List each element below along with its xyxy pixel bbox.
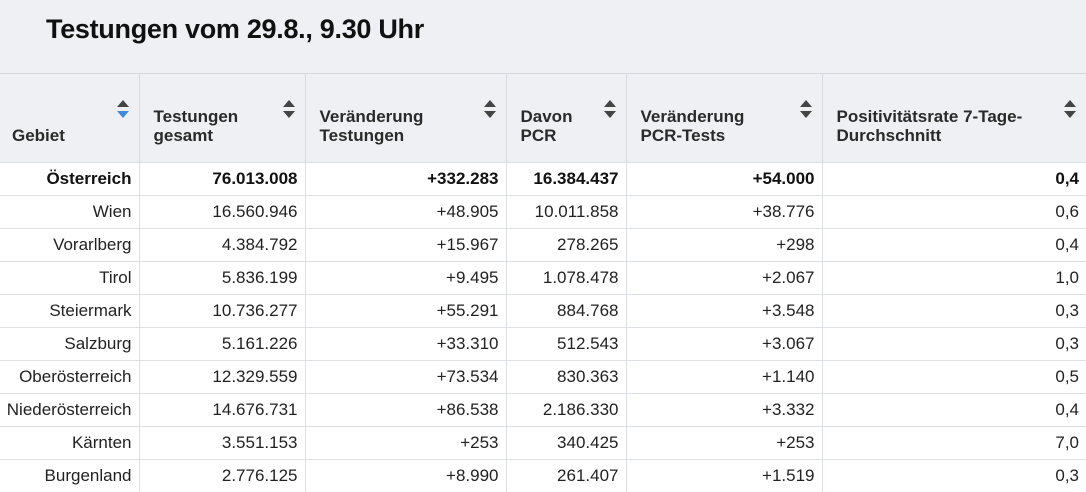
cell-davon-pcr: 340.425 [506, 427, 626, 460]
cell-veraenderung-testungen: +73.534 [305, 361, 506, 394]
sort-icon[interactable] [283, 100, 295, 118]
cell-testungen-gesamt: 2.776.125 [139, 460, 305, 492]
cell-testungen-gesamt: 5.161.226 [139, 328, 305, 361]
column-header-positivitaetsrate[interactable]: Positivitätsrate 7-Tage-Durchschnitt [822, 74, 1086, 163]
cell-veraenderung-testungen: +15.967 [305, 229, 506, 262]
cell-positivitaetsrate: 0,6 [822, 196, 1086, 229]
cell-davon-pcr: 261.407 [506, 460, 626, 492]
cell-veraenderung-testungen: +332.283 [305, 163, 506, 196]
cell-veraenderung-testungen: +253 [305, 427, 506, 460]
cell-davon-pcr: 884.768 [506, 295, 626, 328]
page-title: Testungen vom 29.8., 9.30 Uhr [46, 14, 424, 45]
cell-gebiet: Niederösterreich [0, 394, 139, 427]
cell-veraenderung-pcr: +38.776 [626, 196, 822, 229]
sort-icon[interactable] [604, 100, 616, 118]
column-header-label: Gebiet [12, 126, 65, 145]
cell-testungen-gesamt: 4.384.792 [139, 229, 305, 262]
cell-veraenderung-pcr: +298 [626, 229, 822, 262]
cell-veraenderung-testungen: +33.310 [305, 328, 506, 361]
cell-veraenderung-testungen: +55.291 [305, 295, 506, 328]
data-table: Gebiet Testungen gesamt Veränderung Test… [0, 73, 1086, 492]
cell-positivitaetsrate: 0,4 [822, 394, 1086, 427]
cell-veraenderung-testungen: +48.905 [305, 196, 506, 229]
column-header-label: Davon PCR [521, 107, 573, 145]
cell-veraenderung-testungen: +9.495 [305, 262, 506, 295]
cell-testungen-gesamt: 10.736.277 [139, 295, 305, 328]
cell-gebiet: Steiermark [0, 295, 139, 328]
cell-gebiet: Oberösterreich [0, 361, 139, 394]
column-header-label: Veränderung PCR-Tests [641, 107, 745, 145]
cell-testungen-gesamt: 14.676.731 [139, 394, 305, 427]
cell-veraenderung-pcr: +3.548 [626, 295, 822, 328]
cell-davon-pcr: 278.265 [506, 229, 626, 262]
cell-veraenderung-pcr: +1.140 [626, 361, 822, 394]
cell-testungen-gesamt: 12.329.559 [139, 361, 305, 394]
cell-davon-pcr: 10.011.858 [506, 196, 626, 229]
column-header-testungen-gesamt[interactable]: Testungen gesamt [139, 74, 305, 163]
cell-testungen-gesamt: 16.560.946 [139, 196, 305, 229]
column-header-label: Veränderung Testungen [320, 107, 424, 145]
cell-positivitaetsrate: 7,0 [822, 427, 1086, 460]
cell-positivitaetsrate: 0,3 [822, 328, 1086, 361]
cell-gebiet: Österreich [0, 163, 139, 196]
cell-positivitaetsrate: 0,4 [822, 229, 1086, 262]
column-header-davon-pcr[interactable]: Davon PCR [506, 74, 626, 163]
cell-veraenderung-pcr: +253 [626, 427, 822, 460]
column-header-gebiet[interactable]: Gebiet [0, 74, 139, 163]
column-header-veraenderung-testungen[interactable]: Veränderung Testungen [305, 74, 506, 163]
sort-icon[interactable] [1064, 100, 1076, 118]
cell-gebiet: Salzburg [0, 328, 139, 361]
cell-veraenderung-pcr: +1.519 [626, 460, 822, 492]
cell-veraenderung-pcr: +2.067 [626, 262, 822, 295]
cell-positivitaetsrate: 0,4 [822, 163, 1086, 196]
cell-veraenderung-testungen: +8.990 [305, 460, 506, 492]
column-header-label: Positivitätsrate 7-Tage-Durchschnitt [837, 107, 1023, 145]
sort-icon[interactable] [800, 100, 812, 118]
cell-davon-pcr: 830.363 [506, 361, 626, 394]
header-row: Gebiet Testungen gesamt Veränderung Test… [0, 74, 1086, 163]
cell-testungen-gesamt: 76.013.008 [139, 163, 305, 196]
sort-icon[interactable] [117, 100, 129, 118]
cell-testungen-gesamt: 3.551.153 [139, 427, 305, 460]
cell-gebiet: Vorarlberg [0, 229, 139, 262]
title-bar: Testungen vom 29.8., 9.30 Uhr [0, 0, 1086, 73]
cell-veraenderung-testungen: +86.538 [305, 394, 506, 427]
cell-positivitaetsrate: 1,0 [822, 262, 1086, 295]
cell-davon-pcr: 512.543 [506, 328, 626, 361]
column-header-label: Testungen gesamt [154, 107, 239, 145]
cell-veraenderung-pcr: +54.000 [626, 163, 822, 196]
cell-gebiet: Burgenland [0, 460, 139, 492]
cell-veraenderung-pcr: +3.332 [626, 394, 822, 427]
cell-davon-pcr: 2.186.330 [506, 394, 626, 427]
cell-veraenderung-pcr: +3.067 [626, 328, 822, 361]
cell-gebiet: Wien [0, 196, 139, 229]
cell-positivitaetsrate: 0,3 [822, 295, 1086, 328]
cell-gebiet: Kärnten [0, 427, 139, 460]
cell-positivitaetsrate: 0,5 [822, 361, 1086, 394]
sort-icon[interactable] [484, 100, 496, 118]
column-header-veraenderung-pcr-tests[interactable]: Veränderung PCR-Tests [626, 74, 822, 163]
cell-davon-pcr: 16.384.437 [506, 163, 626, 196]
cell-davon-pcr: 1.078.478 [506, 262, 626, 295]
cell-testungen-gesamt: 5.836.199 [139, 262, 305, 295]
cell-positivitaetsrate: 0,3 [822, 460, 1086, 492]
cell-gebiet: Tirol [0, 262, 139, 295]
